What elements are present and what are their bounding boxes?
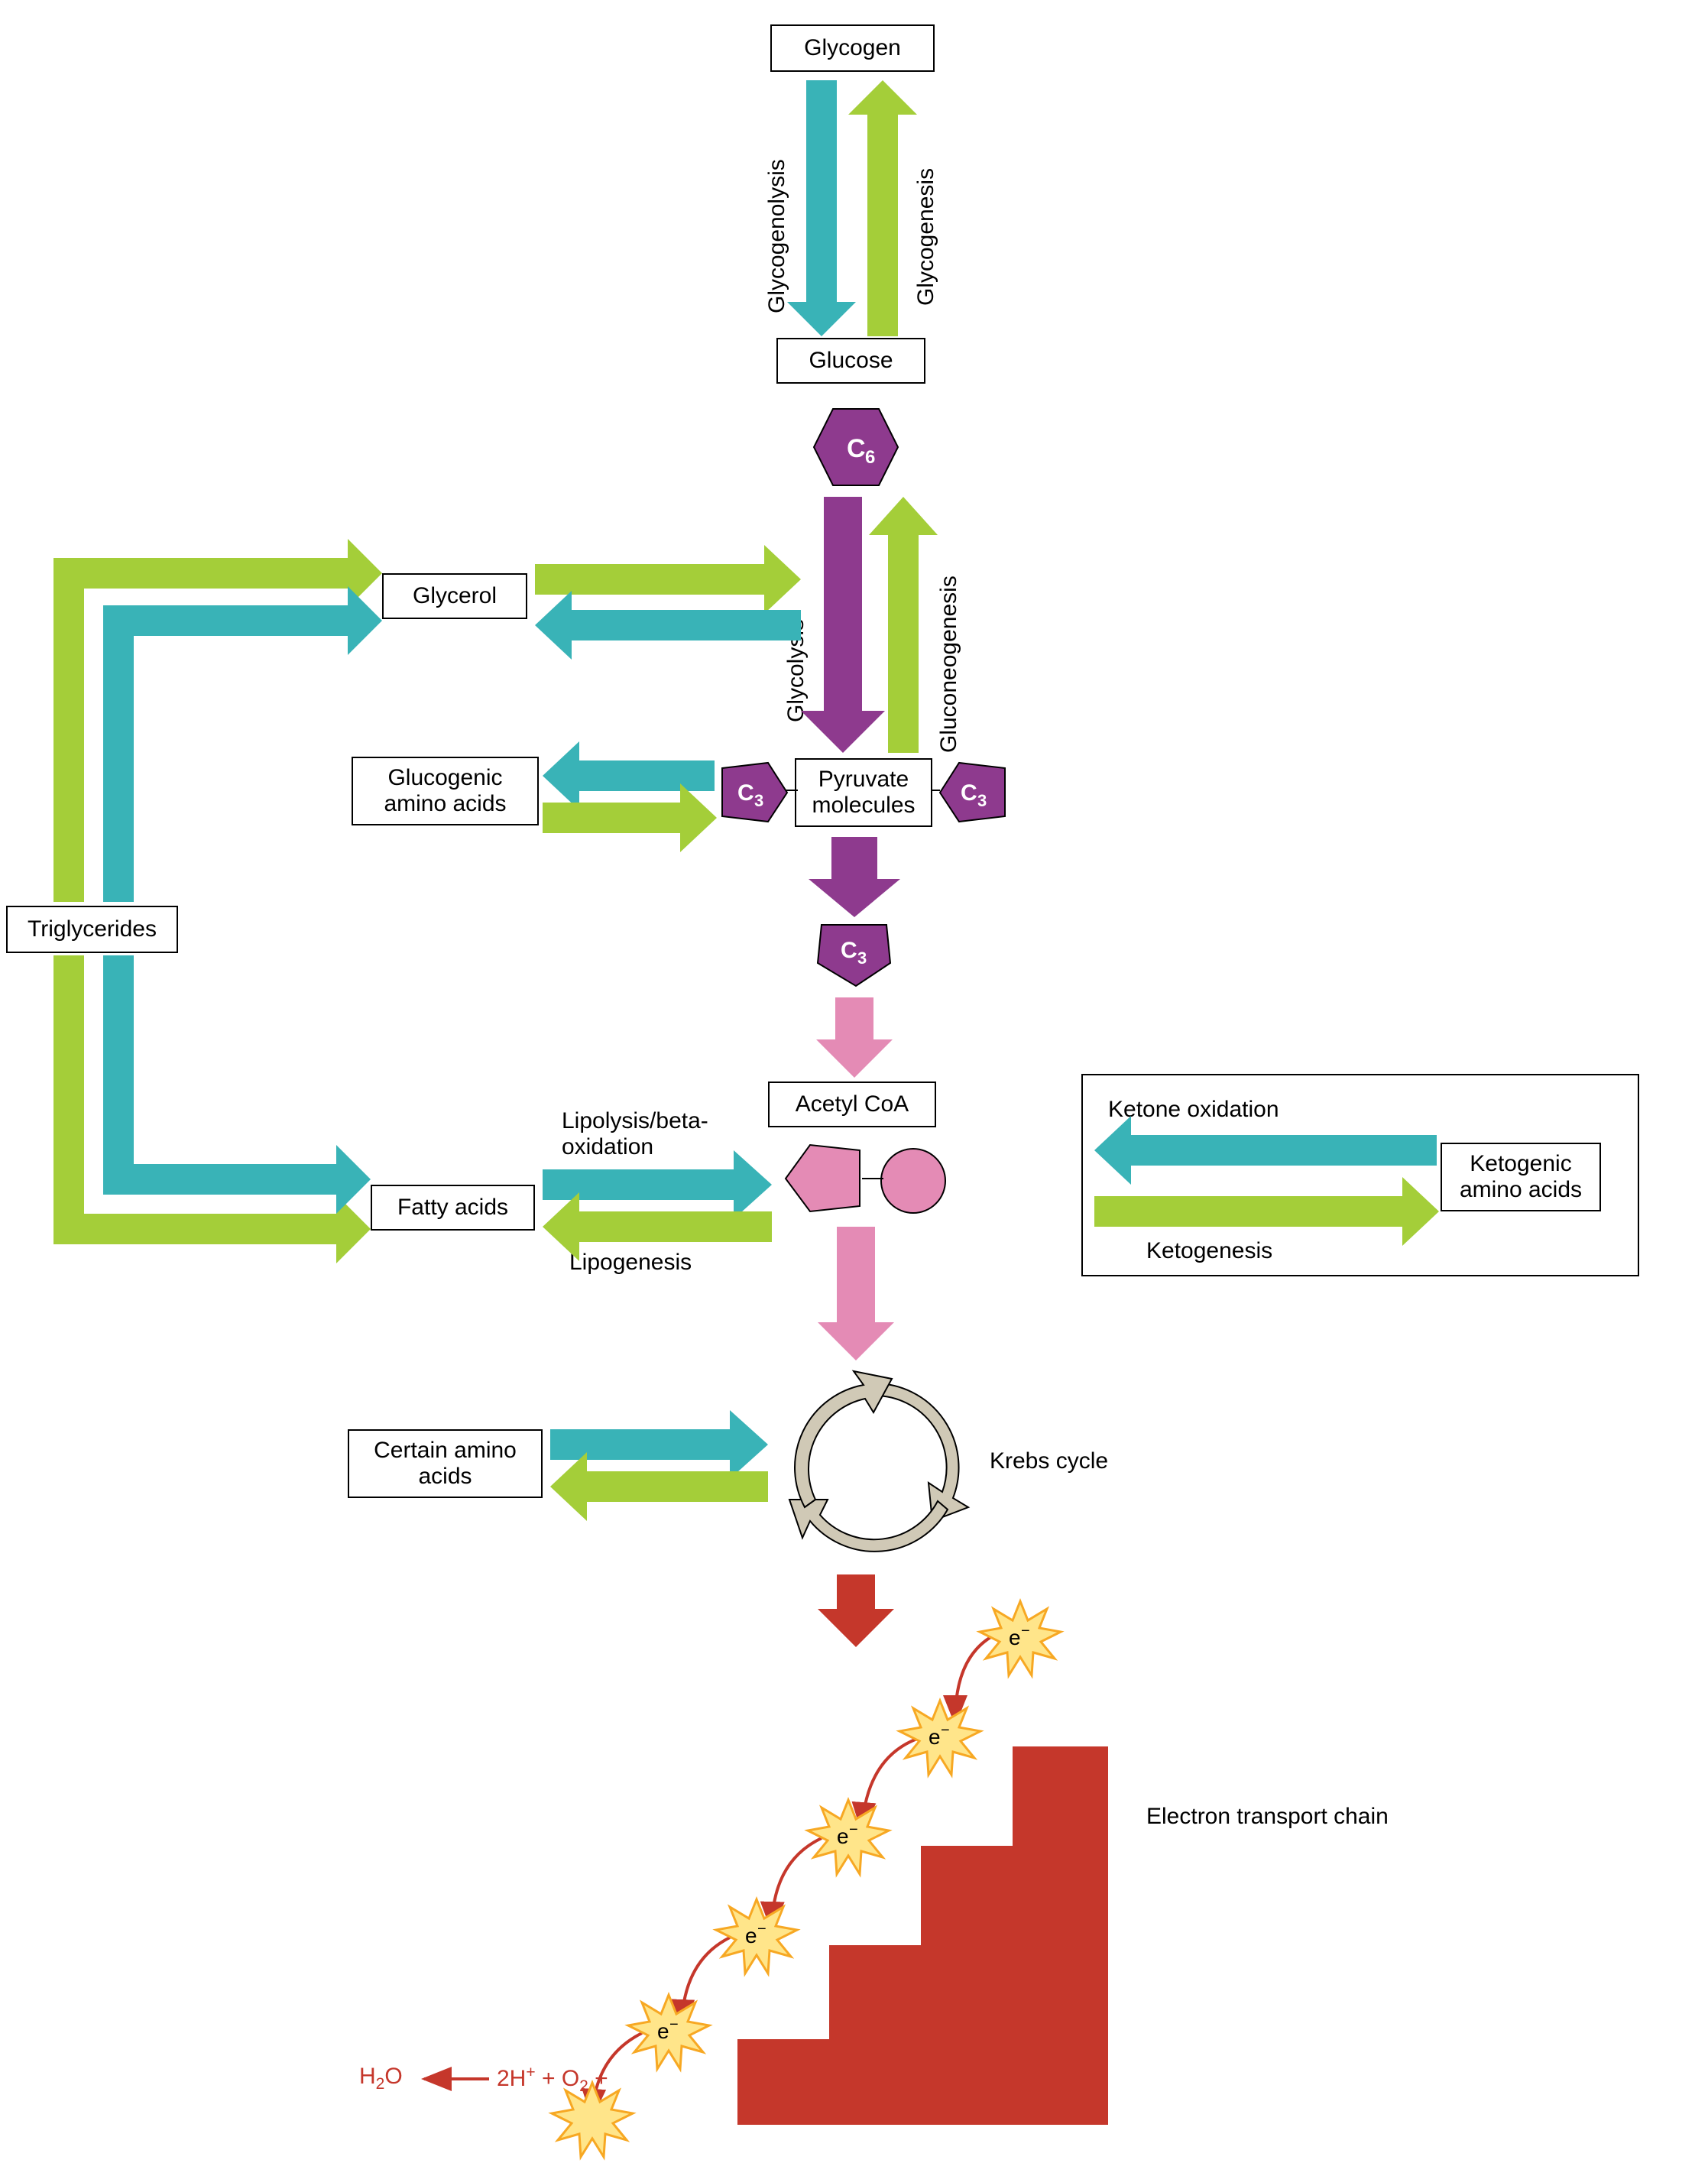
svg-text:−: − <box>669 2016 679 2033</box>
electron-star-5: e− <box>627 1991 711 2075</box>
svg-text:−: − <box>849 1821 858 1838</box>
electron-star-2: e− <box>898 1697 982 1781</box>
arrow-glycogenolysis <box>787 80 856 336</box>
svg-text:e: e <box>929 1725 941 1749</box>
arrow-ketone-oxid <box>1094 1116 1437 1185</box>
krebs-cycle-icon <box>776 1368 974 1567</box>
arrow-glycerol-right-green <box>535 545 801 614</box>
svg-text:−: − <box>1021 1623 1030 1639</box>
arrow-pyr-to-c3 <box>809 837 900 917</box>
arrow-acetyl-to-krebs <box>818 1227 894 1360</box>
svg-text:e: e <box>745 1924 757 1947</box>
svg-text:e: e <box>657 2019 669 2043</box>
electron-star-1: e− <box>978 1597 1062 1681</box>
arrow-ketogenesis <box>1094 1177 1439 1246</box>
arrow-krebs-to-etc <box>818 1574 894 1647</box>
electron-star-4: e− <box>715 1895 799 1980</box>
arrow-trig-to-fatty-teal <box>103 955 371 1214</box>
h2o-label: H2O <box>359 2064 403 2093</box>
arrow-glycerol-right-teal <box>535 591 801 660</box>
svg-text:e: e <box>837 1824 849 1848</box>
electron-star-3: e− <box>806 1796 890 1880</box>
svg-text:e: e <box>1009 1626 1021 1649</box>
arrow-glycolysis <box>801 497 885 753</box>
arrow-trig-to-glycerol-teal <box>103 586 382 902</box>
arrow-trig-to-fatty-green <box>53 955 371 1263</box>
arrow-c3-to-acetyl <box>816 997 893 1078</box>
arrow-glycogenesis <box>848 80 917 336</box>
arrow-trig-to-glycerol-green <box>53 539 382 902</box>
reaction-label: 2H+ + O2 + <box>497 2064 608 2096</box>
svg-text:−: − <box>941 1722 950 1739</box>
svg-text:−: − <box>757 1921 766 1938</box>
